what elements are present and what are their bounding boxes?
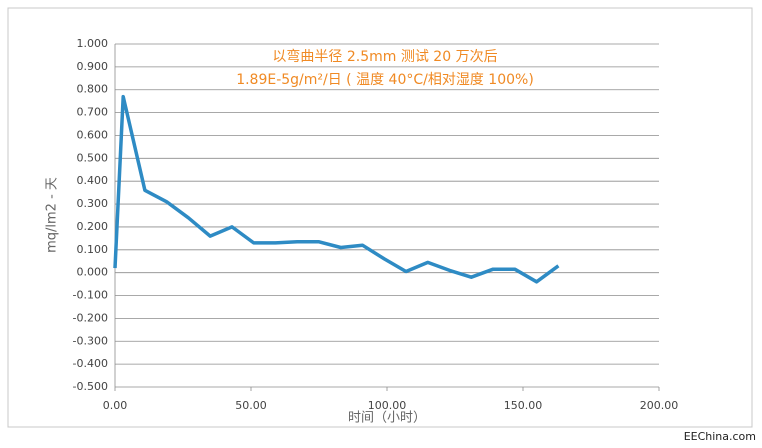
- y-tick-label: 0.900: [77, 60, 109, 73]
- y-tick-label: 0.000: [77, 266, 109, 279]
- y-tick-label: -0.200: [73, 311, 108, 324]
- chart-title: 以弯曲半径 2.5mm 测试 20 万次后: [272, 48, 497, 65]
- y-tick-label: 0.600: [77, 128, 109, 141]
- y-tick-label: 0.300: [77, 197, 109, 210]
- y-tick-label: -0.100: [73, 289, 108, 302]
- y-tick-label: -0.300: [73, 334, 108, 347]
- y-tick-label: 1.000: [77, 37, 109, 50]
- y-tick-label: 0.700: [77, 106, 109, 119]
- data-line: [113, 94, 560, 284]
- y-tick-label: 0.100: [77, 243, 109, 256]
- chart-subtitle: 1.89E-5g/m²/日 ( 温度 40°C/相对湿度 100%): [236, 72, 534, 88]
- y-tick-label: 0.500: [77, 151, 109, 164]
- y-tick-label: 0.400: [77, 174, 109, 187]
- y-tick-label: -0.500: [73, 380, 108, 393]
- chart-frame: [7, 7, 753, 428]
- x-tick-label: 0.00: [103, 399, 128, 412]
- x-tick-label: 200.00: [640, 399, 679, 412]
- y-tick-label: -0.400: [73, 357, 108, 370]
- x-axis-title: 时间（小时）: [348, 411, 426, 426]
- y-tick-label: 0.200: [77, 220, 109, 233]
- x-tick-label: 100.00: [368, 399, 407, 412]
- x-tick-label: 150.00: [504, 399, 543, 412]
- y-axis-title: mq/lm2 - 天: [45, 177, 60, 253]
- x-tick-label: 50.00: [235, 399, 267, 412]
- y-tick-label: 0.800: [77, 83, 109, 96]
- watermark: EEChina.com: [684, 430, 756, 443]
